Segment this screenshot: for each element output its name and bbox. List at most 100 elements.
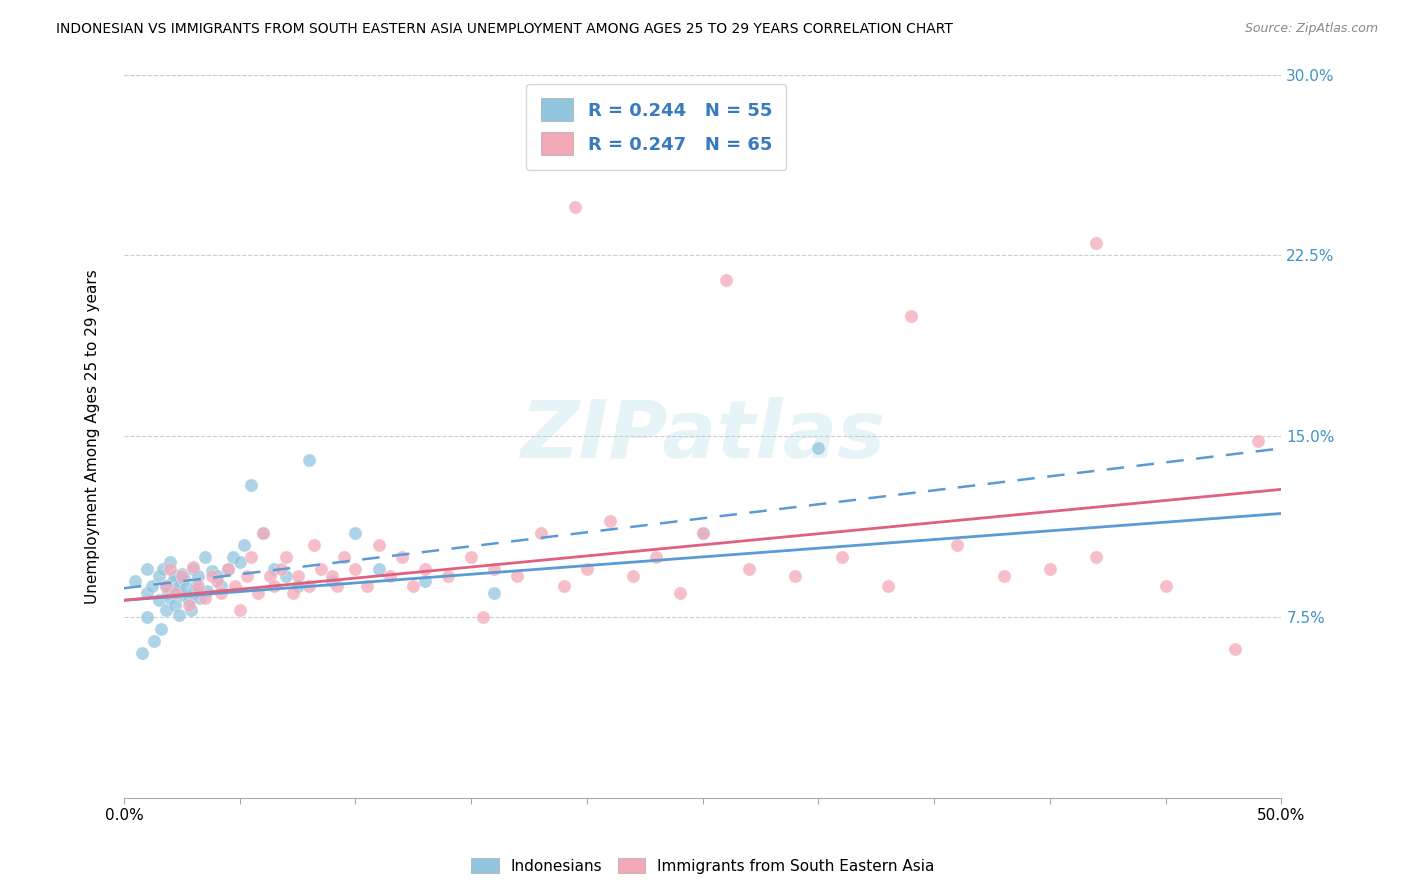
Point [170, 589, 193, 603]
Point [152, 562, 174, 576]
Point [209, 586, 232, 600]
Point [240, 477, 263, 491]
Point [217, 562, 239, 576]
Point [309, 562, 332, 576]
Point [356, 579, 378, 593]
Point [274, 569, 297, 583]
Text: ZIPatlas: ZIPatlas [520, 397, 886, 475]
Point [529, 525, 551, 540]
Point [163, 586, 186, 600]
Point [263, 579, 285, 593]
Point [201, 565, 224, 579]
Point [321, 574, 343, 588]
Point [183, 562, 205, 576]
Point [205, 569, 228, 583]
Point [367, 538, 389, 552]
Point [1154, 579, 1177, 593]
Point [298, 453, 321, 467]
Point [270, 562, 292, 576]
Point [176, 581, 198, 595]
Point [169, 579, 191, 593]
Text: Source: ZipAtlas.com: Source: ZipAtlas.com [1244, 22, 1378, 36]
Point [136, 610, 159, 624]
Point [149, 622, 172, 636]
Point [156, 586, 179, 600]
Point [599, 514, 621, 528]
Point [159, 555, 181, 569]
Point [367, 562, 389, 576]
Legend: R = 0.244   N = 55, R = 0.247   N = 65: R = 0.244 N = 55, R = 0.247 N = 65 [526, 84, 786, 169]
Point [437, 569, 460, 583]
Point [183, 559, 205, 574]
Point [184, 579, 207, 593]
Point [668, 586, 690, 600]
Point [484, 562, 506, 576]
Point [169, 607, 191, 622]
Point [471, 610, 494, 624]
Point [205, 574, 228, 588]
Point [173, 572, 195, 586]
Point [187, 579, 209, 593]
Point [263, 562, 285, 576]
Point [900, 309, 922, 323]
Point [136, 586, 159, 600]
Point [460, 549, 482, 564]
Point [222, 549, 245, 564]
Point [163, 569, 186, 583]
Point [159, 562, 181, 576]
Point [228, 603, 250, 617]
Point [195, 583, 218, 598]
Point [235, 569, 257, 583]
Point [274, 549, 297, 564]
Point [413, 574, 436, 588]
Point [378, 569, 401, 583]
Point [187, 569, 209, 583]
Point [1039, 562, 1062, 576]
Text: INDONESIAN VS IMMIGRANTS FROM SOUTH EASTERN ASIA UNEMPLOYMENT AMONG AGES 25 TO 2: INDONESIAN VS IMMIGRANTS FROM SOUTH EAST… [56, 22, 953, 37]
Point [233, 538, 256, 552]
Point [170, 566, 193, 581]
Point [194, 549, 217, 564]
Point [692, 525, 714, 540]
Point [217, 562, 239, 576]
Point [506, 569, 529, 583]
Point [287, 579, 309, 593]
Point [738, 562, 761, 576]
Point [946, 538, 969, 552]
Point [298, 579, 321, 593]
Point [183, 586, 205, 600]
Point [148, 569, 170, 583]
Point [621, 569, 644, 583]
Point [344, 525, 367, 540]
Point [575, 562, 598, 576]
Point [259, 569, 281, 583]
Point [402, 579, 425, 593]
Point [831, 549, 853, 564]
Point [344, 562, 367, 576]
Point [155, 579, 177, 593]
Point [1085, 549, 1108, 564]
Y-axis label: Unemployment Among Ages 25 to 29 years: Unemployment Among Ages 25 to 29 years [86, 268, 100, 604]
Point [162, 574, 184, 588]
Point [143, 634, 166, 648]
Point [321, 569, 343, 583]
Point [170, 569, 193, 583]
Point [326, 579, 349, 593]
Point [155, 603, 177, 617]
Point [180, 603, 202, 617]
Point [287, 569, 309, 583]
Point [194, 591, 217, 605]
Point [302, 538, 325, 552]
Point [553, 579, 575, 593]
Point [564, 200, 586, 214]
Point [281, 586, 304, 600]
Point [163, 598, 186, 612]
Point [224, 579, 246, 593]
Point [124, 574, 146, 588]
Point [484, 586, 506, 600]
Point [148, 593, 170, 607]
Point [1247, 434, 1270, 449]
Point [228, 555, 250, 569]
Point [876, 579, 898, 593]
Point [333, 549, 356, 564]
